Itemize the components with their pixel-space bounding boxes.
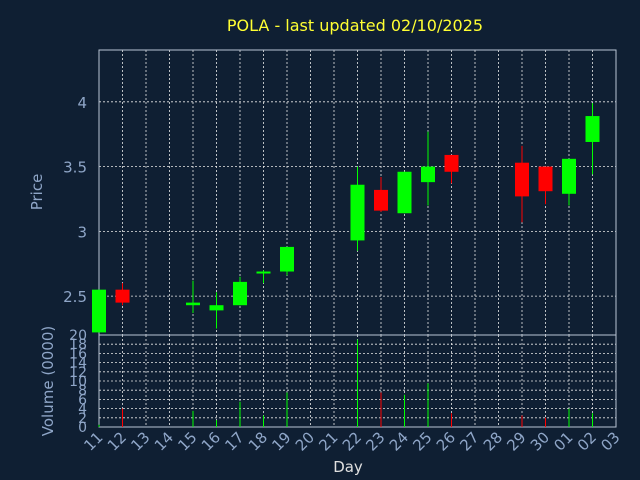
x-tick-label: 29 bbox=[503, 428, 529, 454]
x-tick-label: 23 bbox=[362, 428, 388, 454]
volume-axis-label: Volume (0000) bbox=[39, 326, 57, 436]
x-tick-label: 13 bbox=[127, 428, 153, 454]
candle-body bbox=[280, 246, 294, 272]
x-tick-label: 26 bbox=[433, 428, 459, 454]
price-tick-label: 4 bbox=[77, 94, 87, 112]
volume-tick-label: 16 bbox=[69, 346, 87, 362]
x-tick-label: 27 bbox=[456, 428, 482, 454]
x-tick-label: 12 bbox=[104, 428, 130, 454]
x-tick-label: 19 bbox=[268, 428, 294, 454]
chart-title: POLA - last updated 02/10/2025 bbox=[227, 16, 483, 35]
volume-tick-label: 2 bbox=[78, 411, 87, 427]
volume-tick-label: 0 bbox=[78, 420, 87, 436]
x-tick-label: 03 bbox=[597, 428, 623, 454]
candle bbox=[562, 158, 576, 206]
candle-body bbox=[350, 184, 365, 241]
x-tick-label: 28 bbox=[480, 428, 506, 454]
price-tick-label: 2.5 bbox=[63, 288, 87, 306]
price-tick-label: 3 bbox=[77, 223, 87, 241]
candle-body bbox=[538, 166, 553, 192]
candle bbox=[280, 246, 294, 276]
x-tick-label: 14 bbox=[151, 428, 177, 454]
candle-body bbox=[585, 116, 600, 142]
candle-body bbox=[444, 154, 459, 172]
price-panel: 2.5 3 3.5 4 bbox=[63, 49, 617, 336]
x-tick-label: 02 bbox=[574, 428, 600, 454]
candle bbox=[374, 176, 388, 212]
volume-tick-label: 4 bbox=[78, 402, 87, 418]
x-tick-label: 01 bbox=[550, 428, 576, 454]
candle bbox=[186, 280, 200, 313]
candle bbox=[421, 131, 435, 206]
volume-tick-label: 12 bbox=[69, 365, 87, 381]
x-tick-label: 22 bbox=[339, 428, 365, 454]
x-tick-label: 24 bbox=[386, 428, 412, 454]
x-tick-label: 18 bbox=[245, 428, 271, 454]
volume-tick-label: 8 bbox=[78, 383, 87, 399]
x-tick-label: 21 bbox=[315, 428, 341, 454]
candle bbox=[350, 166, 365, 251]
candle-body bbox=[209, 305, 224, 311]
candle bbox=[92, 289, 106, 333]
candle bbox=[256, 270, 271, 284]
x-tick-label: 16 bbox=[198, 428, 224, 454]
x-tick-label: 15 bbox=[174, 428, 200, 454]
candle bbox=[233, 276, 247, 306]
volume-tick-label: 6 bbox=[78, 392, 87, 408]
x-axis-label: Day bbox=[333, 458, 363, 476]
candle-body bbox=[421, 166, 435, 183]
volume-panel: 0246810121416182011121314151617181920212… bbox=[69, 328, 623, 455]
volume-tick-label: 18 bbox=[69, 337, 87, 353]
candle bbox=[444, 154, 459, 184]
candle-body bbox=[397, 171, 412, 214]
candle bbox=[538, 166, 553, 205]
candle-body bbox=[256, 271, 271, 274]
candle-body bbox=[115, 289, 130, 303]
price-tick-label: 3.5 bbox=[63, 159, 87, 177]
candle bbox=[209, 292, 224, 329]
candle-body bbox=[186, 302, 200, 306]
candle-body bbox=[92, 289, 106, 333]
candle-body bbox=[374, 189, 388, 211]
volume-tick-label: 20 bbox=[69, 328, 87, 344]
candle bbox=[515, 145, 529, 223]
x-tick-label: 20 bbox=[292, 428, 318, 454]
volume-tick-label: 14 bbox=[69, 356, 87, 372]
x-tick-label: 17 bbox=[221, 428, 247, 454]
price-axis-label: Price bbox=[28, 174, 46, 211]
candle bbox=[585, 103, 600, 175]
x-tick-label: 30 bbox=[527, 428, 553, 454]
candle bbox=[115, 283, 130, 306]
x-tick-label: 25 bbox=[409, 428, 435, 454]
volume-tick-label: 10 bbox=[69, 374, 87, 390]
candle-body bbox=[515, 162, 529, 197]
candle bbox=[397, 171, 412, 214]
candle-body bbox=[562, 158, 576, 194]
candle-body bbox=[233, 281, 247, 306]
